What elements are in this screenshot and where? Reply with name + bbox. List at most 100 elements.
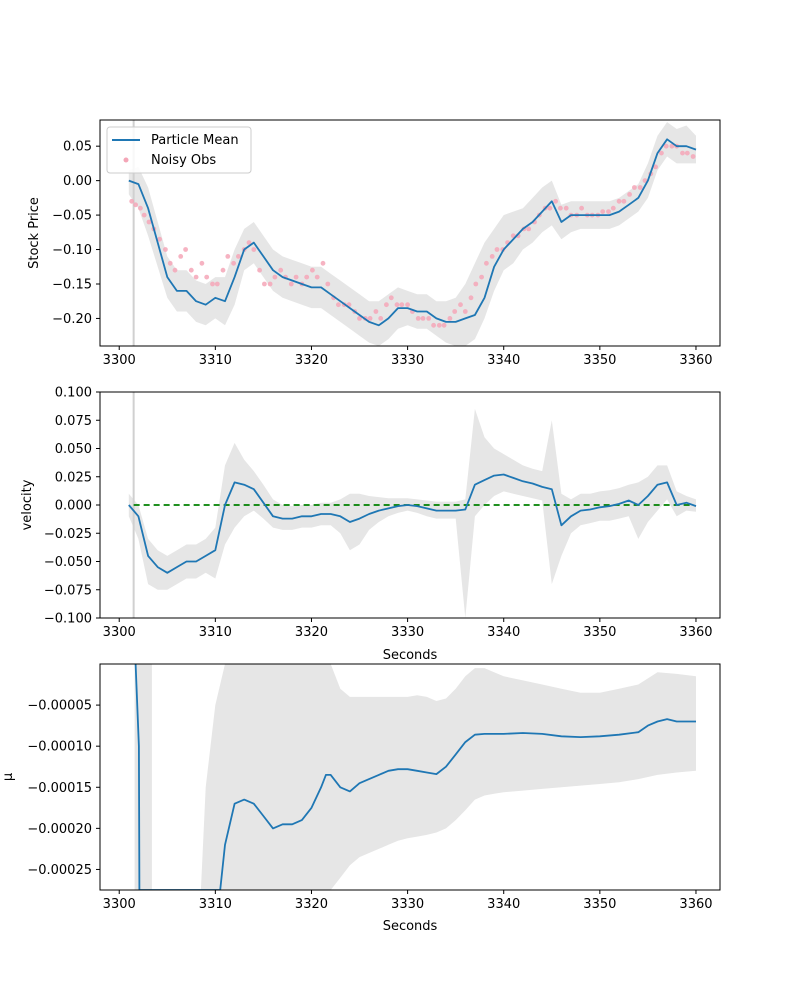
velocity-chart: 3300 3310 3320 3330 3340 3350 3360 −0.100 −0.075… <box>20 386 721 663</box>
noisy-obs-point <box>236 254 241 259</box>
velocity-y-tick-label: −0.075 <box>44 583 92 598</box>
noisy-obs-point <box>420 316 426 321</box>
noisy-obs-point <box>669 143 675 149</box>
velocity-y-tick-label: 0.025 <box>55 470 92 485</box>
noisy-obs-point <box>436 322 442 328</box>
mu-particle-mean-line <box>134 664 696 890</box>
stock-price-uncertainty-band <box>128 122 697 346</box>
legend: Particle Mean Noisy Obs <box>106 126 252 174</box>
stock-price-particle-mean-line <box>128 138 697 327</box>
velocity-x-tick-label: 3350 <box>583 625 616 640</box>
y-axis-title-velocity: velocity <box>20 479 35 530</box>
noisy-obs-point <box>314 274 320 280</box>
noisy-obs-point <box>553 198 558 204</box>
mu-y-tick-label: −0.00010 <box>27 740 92 755</box>
noisy-obs-point <box>129 198 135 204</box>
noisy-obs-point <box>367 316 373 321</box>
noisy-obs-point <box>637 185 643 190</box>
noisy-obs-point <box>431 322 436 328</box>
noisy-obs-point <box>627 192 632 197</box>
noisy-obs-point <box>653 164 658 170</box>
noisy-obs-point <box>600 209 606 215</box>
legend-swatch-noisy-obs <box>123 157 129 163</box>
noisy-obs-point <box>579 205 584 211</box>
velocity-uncertainty-band <box>128 408 697 618</box>
noisy-obs-point <box>468 295 474 301</box>
noisy-obs-point <box>388 295 394 301</box>
noisy-obs-point <box>199 260 205 266</box>
noisy-obs-point <box>178 254 184 259</box>
noisy-obs-point <box>663 143 669 149</box>
noisy-obs-point <box>690 154 696 159</box>
noisy-obs-point <box>610 205 616 211</box>
noisy-obs-point <box>357 316 362 321</box>
stock-price-y-tick-label: −0.15 <box>52 277 92 292</box>
noisy-obs-point <box>684 150 690 156</box>
noisy-obs-point <box>293 274 299 280</box>
noisy-obs-point <box>415 316 421 321</box>
noisy-obs-point <box>133 202 139 208</box>
stock-price-x-tick-label: 3350 <box>583 353 616 368</box>
noisy-obs-point <box>163 247 168 252</box>
noisy-obs-point <box>310 267 315 273</box>
noisy-obs-point <box>616 198 622 204</box>
noisy-obs-point <box>378 316 384 321</box>
noisy-obs-point <box>394 302 400 308</box>
noisy-obs-point <box>642 178 648 184</box>
noisy-obs-point <box>526 226 532 232</box>
stock-price-x-tick-label: 3340 <box>487 353 520 368</box>
mu-uncertainty-band <box>200 664 696 890</box>
velocity-y-tick-label: −0.050 <box>44 555 92 570</box>
noisy-obs-point <box>210 281 215 287</box>
stock-price-y-tick-label: −0.20 <box>52 312 92 327</box>
velocity-x-tick-label: 3330 <box>391 625 424 640</box>
velocity-x-tick-label: 3320 <box>295 625 328 640</box>
stock-price-chart: 3300 3310 3320 3330 3340 3350 3360 −0.20 −0.15 −0… <box>27 119 721 368</box>
noisy-obs-point <box>251 247 257 252</box>
noisy-obs-point <box>447 316 453 321</box>
noisy-obs-point <box>384 302 389 308</box>
noisy-obs-point <box>479 274 484 280</box>
velocity-x-tick-label: 3360 <box>679 625 712 640</box>
x-axis-title-velocity: Seconds <box>383 648 438 663</box>
velocity-x-tick-label: 3310 <box>199 625 232 640</box>
mu-x-tick-label: 3330 <box>391 897 424 912</box>
noisy-obs-point <box>426 316 432 321</box>
noisy-obs-point <box>141 212 147 218</box>
noisy-obs-point <box>304 274 310 280</box>
velocity-y-tick-label: 0.075 <box>55 414 92 429</box>
noisy-obs-point <box>563 205 569 211</box>
noisy-obs-point <box>606 209 611 215</box>
mu-x-tick-label: 3320 <box>295 897 328 912</box>
noisy-obs-point <box>220 267 226 273</box>
noisy-obs-point <box>452 309 458 314</box>
noisy-obs-point <box>204 274 210 280</box>
noisy-obs-point <box>373 309 379 314</box>
legend-label-particle-mean: Particle Mean <box>151 133 239 148</box>
noisy-obs-point <box>320 260 326 266</box>
noisy-obs-point <box>336 302 341 308</box>
mu-x-tick-label: 3360 <box>679 897 712 912</box>
noisy-obs-point <box>621 198 627 204</box>
noisy-obs-point <box>246 240 252 246</box>
noisy-obs-point <box>405 302 410 308</box>
noisy-obs-point <box>632 185 637 190</box>
mu-y-tick-label: −0.00005 <box>27 699 92 714</box>
noisy-obs-point <box>489 254 495 259</box>
mu-y-tick-label: −0.00025 <box>27 863 92 878</box>
noisy-obs-point <box>272 274 278 280</box>
noisy-obs-point <box>399 302 405 308</box>
noisy-obs-point <box>193 274 199 280</box>
velocity-y-tick-label: −0.100 <box>44 612 92 627</box>
noisy-obs-point <box>680 150 685 156</box>
stock-price-x-tick-label: 3320 <box>295 353 328 368</box>
noisy-obs-point <box>225 254 231 259</box>
noisy-obs-point <box>183 247 189 252</box>
noisy-obs-point <box>146 219 152 225</box>
stock-price-y-tick-label: 0.05 <box>63 140 92 155</box>
noisy-obs-point <box>262 281 267 287</box>
velocity-particle-mean-line <box>128 473 697 574</box>
stock-price-x-tick-label: 3330 <box>391 353 424 368</box>
noisy-obs-point <box>167 260 173 266</box>
noisy-obs-point <box>267 281 273 287</box>
